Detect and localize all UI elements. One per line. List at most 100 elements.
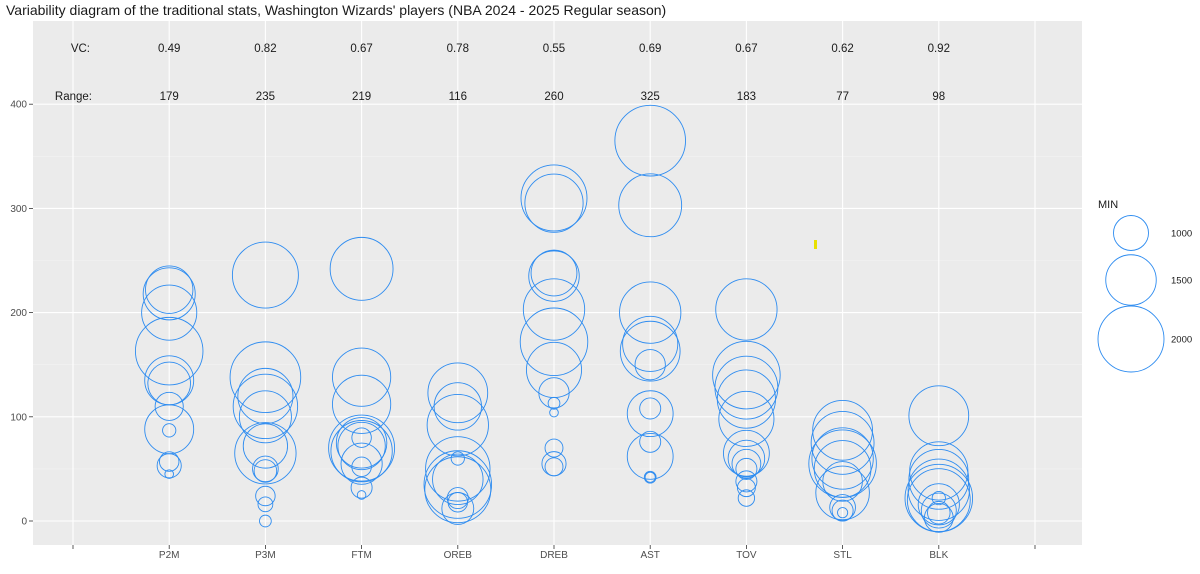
point-dreb	[544, 457, 564, 477]
point-p3m	[234, 422, 297, 485]
panel-background	[33, 21, 1082, 545]
range-value-stl: 77	[836, 91, 849, 103]
point-dreb	[522, 278, 586, 341]
chart-title: Variability diagram of the traditional s…	[6, 2, 667, 18]
point-ast	[619, 320, 681, 382]
point-p3m	[231, 241, 299, 309]
point-ftm	[328, 414, 396, 482]
point-tov	[715, 278, 778, 341]
point-dreb	[519, 307, 589, 377]
point-dreb	[520, 164, 588, 232]
point-ftm	[329, 236, 394, 301]
vc-value-stl: 0.62	[831, 43, 853, 55]
x-tick-label-ftm: FTM	[351, 550, 372, 561]
point-ftm	[332, 374, 392, 434]
axes: 0 100 200 300 400 P2M P3M FTM OREB DREB AST TOV STL B…	[10, 100, 1036, 561]
point-ast	[644, 471, 656, 483]
point-p3m	[253, 459, 278, 483]
point-ftm	[330, 420, 393, 483]
point-oreb	[433, 382, 482, 431]
point-tov	[736, 478, 756, 498]
point-ast	[643, 470, 657, 484]
point-p3m	[255, 485, 276, 507]
point-oreb	[426, 394, 489, 457]
x-tick-label-dreb: DREB	[540, 550, 568, 561]
point-tov	[731, 448, 762, 479]
vc-value-ftm: 0.67	[350, 43, 372, 55]
stat-annotations: VC: Range: 0.49 179 0.82 235 0.67 219 0.78 116 0.5…	[55, 43, 950, 103]
point-p3m	[257, 496, 274, 513]
point-stl	[837, 507, 849, 519]
point-oreb	[450, 451, 465, 466]
point-blk	[906, 468, 971, 533]
point-blk	[908, 448, 970, 510]
point-blk	[908, 385, 970, 447]
point-dreb	[528, 250, 580, 302]
point-blk	[931, 490, 946, 506]
point-tov	[712, 340, 781, 410]
point-p2m	[162, 423, 177, 438]
range-value-ftm: 219	[352, 91, 371, 103]
range-value-p2m: 179	[160, 91, 179, 103]
size-legend: MIN 1000 1500 2000	[1097, 199, 1192, 373]
point-oreb	[425, 436, 491, 502]
y-tick-label: 100	[10, 412, 27, 423]
data-points	[134, 104, 974, 533]
range-value-ast: 325	[641, 91, 660, 103]
x-tick-label-p3m: P3M	[255, 550, 276, 561]
legend-key-label: 1000	[1171, 229, 1192, 240]
point-oreb	[427, 362, 489, 424]
point-p3m	[259, 514, 272, 528]
point-tov	[716, 369, 776, 429]
range-value-blk: 98	[932, 91, 945, 103]
point-stl	[813, 440, 872, 498]
vc-value-p3m: 0.82	[254, 43, 276, 55]
point-p2m	[141, 284, 198, 341]
point-ftm	[351, 456, 372, 478]
point-oreb	[446, 487, 469, 510]
point-p3m	[238, 390, 292, 444]
point-ast	[634, 349, 666, 381]
x-tick-label-ast: AST	[640, 550, 659, 561]
point-dreb	[549, 407, 559, 418]
point-ast	[619, 281, 682, 344]
vc-row-label: VC:	[71, 43, 90, 55]
point-blk	[907, 458, 970, 521]
range-value-dreb: 260	[544, 91, 563, 103]
point-dreb	[544, 438, 564, 458]
y-tick-label: 400	[10, 100, 27, 111]
point-ast	[614, 104, 686, 177]
stray-mark	[814, 240, 817, 249]
point-stl	[822, 461, 863, 502]
range-row-label: Range:	[55, 91, 92, 103]
y-tick-label: 200	[10, 308, 27, 319]
point-p3m	[252, 455, 279, 483]
point-tov	[723, 429, 770, 477]
y-tick-label: 300	[10, 204, 27, 215]
y-tick-label: 0	[21, 517, 27, 528]
point-ftm	[340, 442, 383, 485]
x-tick-label-blk: BLK	[929, 550, 948, 561]
point-tov	[735, 457, 758, 480]
point-ftm	[335, 417, 388, 469]
legend-key-circle	[1113, 215, 1149, 251]
plot-panel	[33, 21, 1082, 545]
point-ftm	[350, 476, 373, 499]
vc-value-p2m: 0.49	[158, 43, 180, 55]
legend-key-label: 2000	[1171, 335, 1192, 346]
point-p3m	[232, 373, 299, 440]
point-p2m	[145, 265, 194, 314]
point-tov	[737, 489, 756, 507]
point-blk	[917, 483, 960, 526]
point-stl	[829, 494, 856, 521]
point-ftm	[351, 427, 372, 448]
point-ast	[626, 433, 674, 480]
point-stl	[811, 427, 874, 490]
point-dreb	[524, 173, 584, 233]
legend-title: MIN	[1098, 199, 1118, 211]
point-blk	[920, 492, 957, 529]
range-value-p3m: 235	[256, 91, 275, 103]
point-ftm	[337, 421, 386, 471]
point-tov	[718, 390, 775, 447]
x-tick-label-stl: STL	[833, 550, 852, 561]
